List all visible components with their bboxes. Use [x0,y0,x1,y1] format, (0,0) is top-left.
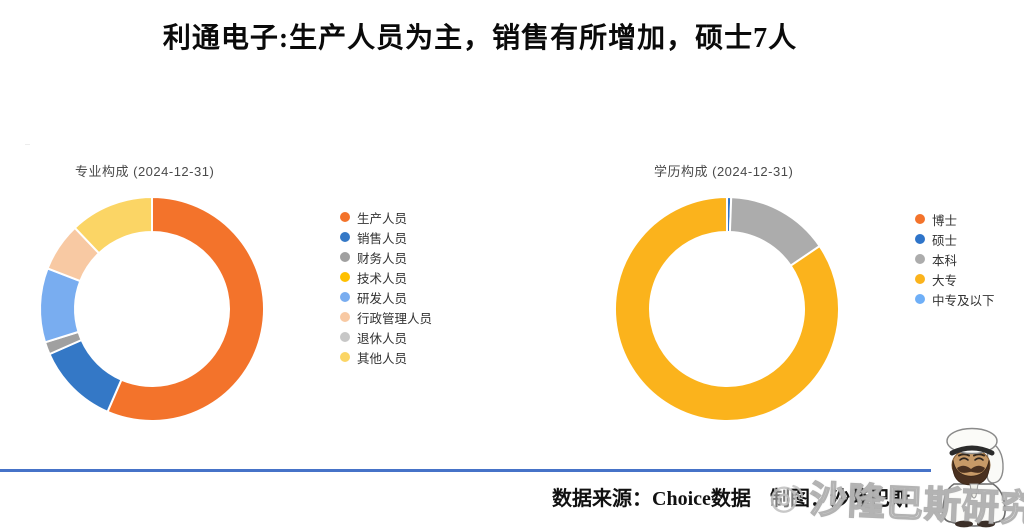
legend-label: 大专 [932,273,958,288]
legend-item: 大专 [915,269,995,289]
legend-label: 行政管理人员 [357,311,433,326]
profession-chart-title: 专业构成 (2024-12-31) [75,164,215,179]
legend-item: 研发人员 [340,287,432,307]
legend-color-dot [915,214,925,224]
legend-color-dot [915,254,925,264]
legend-item: 本科 [915,249,995,269]
legend-color-dot [915,274,925,284]
mascot-eye [959,457,969,461]
legend-label: 财务人员 [357,251,408,266]
legend-color-dot [340,272,350,282]
legend-label: 中专及以下 [932,293,995,308]
mascot-agal-band [949,445,995,456]
legend-color-dot [915,294,925,304]
legend-label: 销售人员 [357,231,408,246]
profession-legend: 生产人员销售人员财务人员技术人员研发人员行政管理人员 退休人员其他人员 [340,207,432,367]
profession-chart-card: 专业构成 (2024-12-31) 生产人员销售人员财务人员技术人员研发人员行政… [30,140,455,458]
legend-item: 其他人员 [340,347,432,367]
mascot-keffiyeh-top [946,427,998,455]
legend-item: 中专及以下 [915,289,995,309]
legend-color-dot [340,292,350,302]
education-chart-card: 学历构成 (2024-12-31) 博士硕士本科大专中专及以下 [608,140,1018,458]
donut-segment [106,196,265,422]
legend-color-dot [340,232,350,242]
legend-label: 退休人员 [357,331,408,346]
footer-divider-line [0,469,931,472]
mascot-scarf [969,483,979,499]
education-legend: 博士硕士本科大专中专及以下 [915,209,995,309]
mascot-eyebrow [973,453,985,457]
legend-item: 退休人员 [340,327,432,347]
legend-item: 硕士 [915,229,995,249]
mascot-foot [955,520,973,528]
legend-item: 行政管理人员 [340,307,432,327]
legend-label: 本科 [932,253,958,268]
legend-label: 生产人员 [357,211,408,226]
donut-segment [73,196,153,255]
page-title: 利通电子:生产人员为主，销售有所增加，硕士7人 [162,23,798,54]
mascot-foot [977,520,995,528]
legend-item: 销售人员 [340,227,432,247]
education-donut-chart [613,196,840,422]
mascot-eye [974,457,984,461]
legend-item: 技术人员 [340,267,432,287]
legend-color-dot [340,312,350,322]
mascot-eyebrow [958,453,970,457]
legend-label: 研发人员 [357,291,408,306]
profession-donut-chart [39,196,265,422]
legend-label: 技术人员 [357,271,408,286]
donut-segment [613,196,840,422]
legend-color-dot [340,352,350,362]
mascot-beard [952,459,990,486]
legend-color-dot [915,234,925,244]
education-chart-title: 学历构成 (2024-12-31) [654,164,794,179]
mascot-mustache [957,465,985,473]
donut-segment [48,339,123,413]
legend-label: 博士 [932,213,958,228]
legend-item: 博士 [915,209,995,229]
legend-label: 硕士 [932,233,958,248]
legend-item: 生产人员 [340,207,432,227]
legend-color-dot [340,252,350,262]
data-source-label: 数据来源：Choice数据 [552,488,751,510]
mascot-robe [942,483,1006,527]
legend-label: 其他人员 [357,351,408,366]
chart-credit-label: 制图：沙隆巴斯 [770,488,910,510]
legend-item: 财务人员 [340,247,432,267]
legend-color-dot [340,212,350,222]
legend-color-dot [340,332,350,342]
arab-cartoon-mascot [942,427,1006,528]
